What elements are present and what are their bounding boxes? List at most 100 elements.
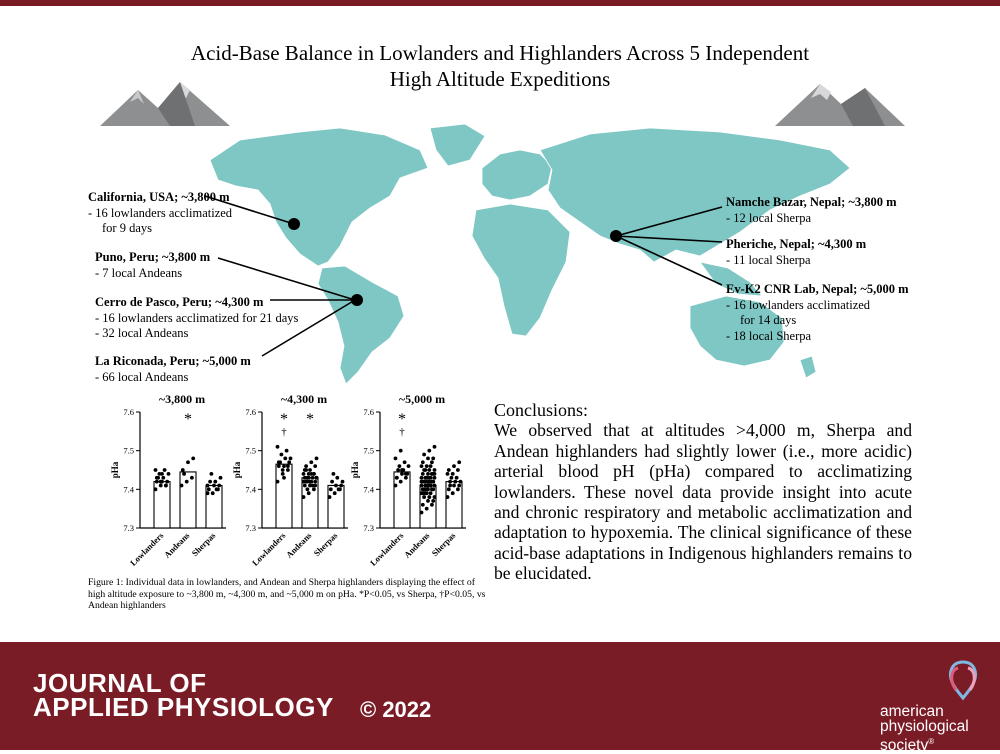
chart-2-point bbox=[458, 479, 463, 484]
chart-2-point bbox=[454, 475, 459, 480]
chart-1-point bbox=[302, 483, 307, 488]
chart-0-point bbox=[153, 487, 158, 492]
chart-1-point bbox=[275, 479, 280, 484]
chart-1-point bbox=[335, 475, 340, 480]
chart-0-point bbox=[158, 483, 163, 488]
chart-1-ytick-label-2: 7.5 bbox=[245, 446, 256, 456]
chart-1-point bbox=[305, 487, 310, 492]
europe bbox=[481, 149, 553, 201]
chart-1-point bbox=[309, 471, 314, 476]
chart-2-point bbox=[432, 471, 437, 476]
aps-logo-icon bbox=[948, 660, 978, 701]
chart-1-point bbox=[286, 464, 290, 469]
chart-1-point bbox=[283, 456, 288, 461]
chart-1-point bbox=[280, 468, 285, 472]
chart-2-point bbox=[419, 483, 424, 488]
label-cerro: Cerro de Pasco, Peru; ~4,300 m - 16 lowl… bbox=[95, 295, 299, 340]
chart-2-category-andeans: Andeans bbox=[402, 530, 432, 560]
chart-2-point bbox=[456, 468, 460, 472]
journal-name: JOURNAL OF APPLIED PHYSIOLOGY bbox=[33, 668, 334, 722]
chart-2-point bbox=[430, 471, 434, 476]
chart-1-point bbox=[312, 487, 316, 492]
chart-0-annotation-0: * bbox=[184, 411, 192, 428]
chart-2-ytick-label-2: 7.5 bbox=[363, 446, 374, 456]
chart-2-point bbox=[427, 495, 432, 499]
australia bbox=[689, 295, 785, 367]
chart-1-point bbox=[284, 448, 289, 453]
chart-1-point bbox=[287, 460, 292, 465]
chart-2-point bbox=[426, 483, 430, 488]
world-map bbox=[204, 123, 851, 385]
chart-1-point bbox=[334, 483, 338, 488]
label-pheriche: Pheriche, Nepal; ~4,300 m - 11 local She… bbox=[726, 237, 867, 267]
chart-2-bar-lowlanders bbox=[393, 471, 411, 529]
chart-2-point bbox=[432, 468, 437, 472]
pha-bar-charts: ~3,800 m7.37.47.57.6pHaLowlandersAndeans… bbox=[110, 392, 466, 568]
leader-namche bbox=[615, 206, 723, 237]
chart-0-point bbox=[179, 483, 184, 488]
chart-1-title: ~4,300 m bbox=[281, 392, 327, 406]
chart-0-ytick-label-2: 7.5 bbox=[123, 446, 134, 456]
chart-0-point bbox=[212, 483, 216, 488]
chart-2-point bbox=[445, 495, 450, 499]
chart-1-annotation-1: † bbox=[281, 426, 287, 438]
chart-1-point bbox=[275, 444, 280, 449]
figure-label: Figure 1 bbox=[88, 577, 121, 588]
chart-1-point bbox=[286, 468, 290, 472]
chart-1-point bbox=[282, 464, 286, 469]
chart-1-point bbox=[310, 475, 315, 480]
chart-0-point bbox=[154, 475, 159, 480]
chart-0-point bbox=[191, 456, 196, 461]
chart-2-point bbox=[457, 483, 462, 488]
chart-0-point bbox=[161, 475, 166, 480]
chart-2-point bbox=[452, 483, 456, 488]
chart-0-bar-andeans bbox=[179, 471, 197, 529]
chart-0-point bbox=[213, 479, 218, 484]
chart-2-point bbox=[424, 464, 429, 469]
marker-peru bbox=[351, 294, 363, 306]
chart-0-point bbox=[166, 471, 171, 476]
chart-2-point bbox=[452, 464, 456, 469]
conclusions-block: Conclusions: We observed that at altitud… bbox=[494, 400, 912, 584]
greenland bbox=[429, 123, 486, 167]
chart-0-point bbox=[190, 475, 194, 480]
chart-1-point bbox=[306, 475, 311, 480]
chart-0-point bbox=[209, 471, 214, 476]
chart-1-annotation-0: * bbox=[280, 411, 288, 428]
leader-riconada bbox=[261, 299, 356, 357]
chart-1-annotation-2: * bbox=[306, 411, 314, 428]
chart-1-point bbox=[304, 468, 308, 472]
chart-2-point bbox=[450, 491, 455, 496]
chart-1-point bbox=[301, 495, 306, 499]
chart-1-point bbox=[328, 487, 333, 492]
chart-2-point bbox=[422, 495, 426, 499]
mountain-left-icon bbox=[100, 82, 230, 126]
chart-0-category-sherpas: Sherpas bbox=[190, 530, 218, 558]
chart-0-category-andeans: Andeans bbox=[162, 530, 192, 560]
chart-0-point bbox=[154, 479, 159, 484]
chart-2-point bbox=[426, 499, 430, 503]
chart-1-point bbox=[310, 483, 315, 488]
chart-0-point bbox=[186, 460, 190, 465]
chart-0-point bbox=[165, 479, 170, 484]
chart-1-point bbox=[288, 456, 293, 461]
chart-2-point bbox=[419, 464, 424, 469]
chart-2-annotation-1: † bbox=[399, 426, 405, 438]
chart-0-point bbox=[218, 475, 223, 480]
chart-1-point bbox=[308, 468, 312, 472]
chart-2-point bbox=[457, 460, 462, 465]
chart-2-point bbox=[427, 479, 432, 484]
chart-0-category-lowlanders: Lowlanders bbox=[128, 530, 166, 568]
chart-2-point bbox=[424, 475, 429, 480]
chart-2-point bbox=[432, 444, 437, 449]
chart-2-point bbox=[396, 468, 400, 472]
chart-1-point bbox=[327, 495, 332, 499]
chart-0-point bbox=[205, 491, 210, 496]
chart-0-point bbox=[160, 471, 164, 476]
chart-2-point bbox=[393, 483, 398, 488]
page-title: Acid-Base Balance in Lowlanders and High… bbox=[190, 41, 810, 91]
figure-caption: Figure 1: Individual data in lowlanders,… bbox=[88, 577, 488, 612]
chart-0-point bbox=[214, 487, 219, 492]
chart-2-point bbox=[423, 468, 428, 472]
chart-1-point bbox=[314, 456, 319, 461]
